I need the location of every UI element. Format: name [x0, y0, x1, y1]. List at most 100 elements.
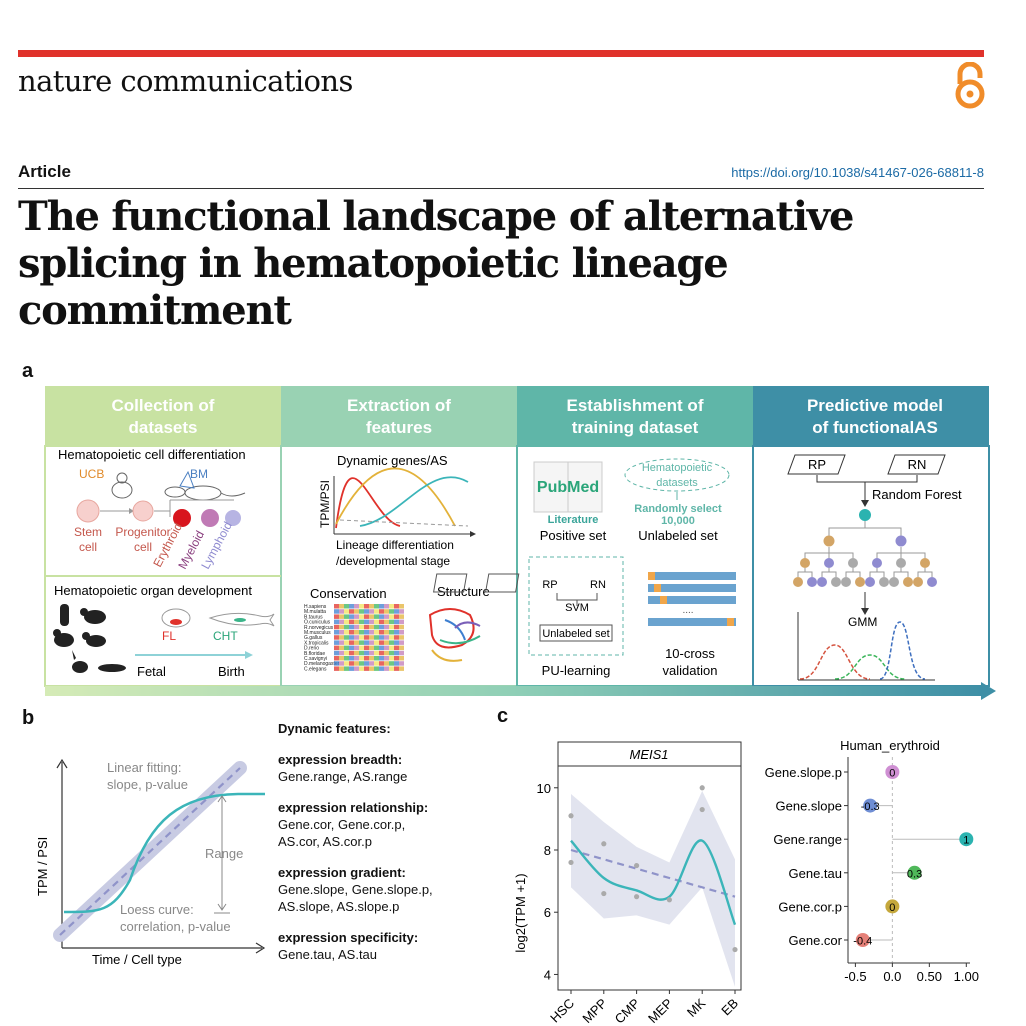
- svg-text:cell: cell: [134, 540, 152, 554]
- loess-l2: correlation, p-value: [120, 919, 231, 934]
- dot-marker: [885, 899, 900, 914]
- dot-value-label: 0: [889, 768, 895, 780]
- svg-text:Unlabeled set: Unlabeled set: [638, 528, 718, 543]
- dot-marker: [855, 933, 870, 947]
- svg-text:Fetal: Fetal: [137, 664, 166, 679]
- dot-marker: [863, 798, 878, 813]
- dot-value-label: -0.3: [861, 801, 880, 813]
- stage-1-title-l1: Collection of: [112, 396, 215, 415]
- x-tick-label: 0.50: [917, 969, 942, 984]
- stage-4-title-l1: Predictive model: [807, 396, 943, 415]
- data-point: [699, 806, 705, 813]
- linear-fit-line: [570, 848, 736, 898]
- alignment-blocks: [334, 604, 404, 671]
- y-tick-label: 8: [544, 843, 551, 858]
- svg-text:SVM: SVM: [565, 602, 589, 614]
- pipeline-arrow: [45, 686, 981, 696]
- species-label: B.taurus: [304, 614, 323, 620]
- panel-a-label: a: [22, 360, 34, 382]
- svg-text:PU-learning: PU-learning: [542, 663, 611, 678]
- loess-curve: [570, 839, 737, 926]
- species-label: C.savignyi: [304, 656, 327, 662]
- data-point: [601, 841, 607, 847]
- species-label: O.cuniculus: [304, 620, 331, 626]
- species-label: R.norvegicus: [304, 625, 334, 631]
- x-tick-label: MK: [684, 995, 709, 1020]
- linear-fitting-l2: slope, p-value: [107, 777, 188, 792]
- x-tick-label: HSC: [547, 996, 577, 1025]
- svg-text:Stem: Stem: [74, 525, 102, 539]
- svg-text:Conservation: Conservation: [310, 586, 387, 601]
- doi-link[interactable]: https://doi.org/10.1038/s41467-026-68811…: [731, 165, 984, 180]
- range-label: Range: [205, 846, 243, 861]
- species-label: D.rerio: [304, 646, 319, 652]
- feature-gradient: expression gradient: Gene.slope, Gene.sl…: [278, 865, 433, 914]
- svg-text:datasets: datasets: [656, 477, 698, 489]
- meis1-title: MEIS1: [629, 747, 668, 762]
- b-xlabel: Time / Cell type: [92, 952, 182, 967]
- panel-b-label: b: [22, 707, 35, 729]
- dot-category-label: Gene.slope: [776, 799, 843, 814]
- progenitor-cell-icon: [132, 500, 154, 522]
- svg-text:/developmental stage: /developmental stage: [336, 554, 450, 568]
- stage-3-header: [517, 386, 753, 446]
- x-tick-label: MPP: [579, 996, 610, 1025]
- dot-marker: [907, 865, 922, 880]
- svg-text:FL: FL: [162, 629, 176, 643]
- svg-text:Unlabeled set: Unlabeled set: [542, 628, 609, 640]
- pubmed-book-icon: [533, 461, 603, 513]
- svg-text:Lymphoid: Lymphoid: [198, 519, 235, 571]
- stage-4-header: [753, 386, 989, 446]
- protein-structure-icon: [428, 608, 481, 662]
- svg-text:PubMed: PubMed: [537, 479, 599, 496]
- svg-text:Randomly select: Randomly select: [634, 503, 722, 515]
- dot-value-label: 0.3: [907, 868, 922, 880]
- feature-breadth: expression breadth: Gene.range, AS.range: [278, 752, 408, 784]
- svg-text:cell: cell: [79, 540, 97, 554]
- dot-category-label: Gene.tau: [789, 866, 843, 881]
- species-label: M.mulatta: [304, 609, 326, 615]
- data-point: [634, 862, 640, 869]
- svg-text:Literature: Literature: [548, 514, 599, 526]
- y-tick-label: 4: [544, 967, 551, 982]
- dot-marker: [959, 832, 974, 847]
- stage-2-title-l1: Extraction of: [347, 396, 451, 415]
- stage-1-title-l2: datasets: [129, 418, 198, 437]
- data-point: [732, 946, 738, 953]
- svg-text:RN: RN: [590, 579, 606, 591]
- human-erythroid-dot-chart: Human_erythroid 0 Gene.slope.p -0.3 Gene.sl…: [765, 738, 979, 984]
- dot-title: Human_erythroid: [840, 738, 940, 753]
- linear-fitting-l1: Linear fitting:: [107, 760, 181, 775]
- article-type: Article: [18, 162, 71, 181]
- y-tick-label: 10: [537, 781, 551, 796]
- meis1-ylabel: log2(TPM +1): [513, 873, 528, 952]
- lymphoid-cell-icon: [225, 510, 241, 526]
- myeloid-cell-icon: [201, 509, 219, 527]
- svg-text:RP: RP: [542, 579, 557, 591]
- svg-text:....: ....: [682, 605, 693, 616]
- zebrafish-icon: [208, 612, 275, 627]
- data-point: [699, 785, 705, 791]
- x-tick-label: CMP: [612, 996, 643, 1025]
- s1-top-title: Hematopoietic cell differentiation: [58, 447, 246, 462]
- article-title: The functional landscape of alternative …: [18, 193, 854, 334]
- fetal-liver-icon: [161, 608, 191, 628]
- b-ylabel: TPM / PSI: [35, 837, 50, 896]
- baby-icon: [111, 472, 133, 499]
- svg-text:Birth: Birth: [218, 664, 245, 679]
- data-point: [634, 894, 640, 900]
- y-tick-label: 6: [544, 905, 551, 920]
- stem-cell-icon: [76, 499, 100, 523]
- svg-text:RP: RP: [808, 457, 826, 472]
- data-point: [568, 859, 574, 866]
- loess-band: [571, 790, 735, 987]
- feature-specificity: expression specificity: Gene.tau, AS.tau: [278, 930, 419, 962]
- svg-text:Lineage differentiation: Lineage differentiation: [336, 538, 454, 552]
- stage-4-title-l2: of functionalAS: [812, 418, 938, 437]
- meis1-line-chart: MEIS1 log2(TPM +1) 4 6 8 10 HSC MPP CMP MEP MK EB: [513, 741, 742, 1025]
- journal-name[interactable]: nature communications: [18, 64, 353, 98]
- species-label: X.tropicalis: [304, 640, 329, 646]
- svg-text:TPM/PSI: TPM/PSI: [318, 480, 332, 528]
- svg-text:Progenitor: Progenitor: [115, 525, 170, 539]
- species-label: M.musculus: [304, 630, 331, 636]
